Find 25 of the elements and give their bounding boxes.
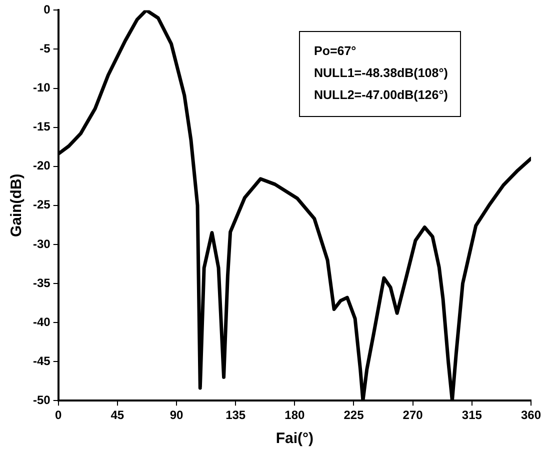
x-tick-label: 180 — [284, 408, 305, 422]
y-tick-label: 0 — [44, 2, 51, 17]
y-tick-label: -35 — [33, 276, 51, 290]
x-tick-label: 90 — [170, 408, 184, 422]
x-tick-label: 360 — [520, 408, 542, 422]
y-tick-label: -20 — [33, 158, 51, 173]
y-tick-label: -5 — [40, 42, 51, 56]
y-tick-label: -25 — [33, 198, 51, 212]
x-axis-title: Fai(°) — [276, 430, 314, 448]
x-tick-label: 315 — [462, 408, 482, 422]
y-tick-label: -10 — [33, 80, 51, 95]
y-axis-title: Gain(dB) — [8, 174, 26, 238]
x-tick-label: 0 — [55, 408, 62, 422]
y-tick-label: -50 — [33, 392, 51, 407]
x-tick-label: 45 — [110, 408, 124, 422]
x-tick-label: 225 — [344, 408, 364, 422]
y-tick-label: -30 — [33, 236, 51, 251]
y-tick-label: -15 — [33, 120, 51, 134]
x-tick-label: 135 — [226, 408, 246, 422]
x-tick-label: 270 — [402, 408, 424, 422]
y-tick-label: -45 — [33, 354, 51, 368]
annotation: Po=67° — [314, 43, 358, 60]
annotation: NULL2=-47.00dB(126°) — [314, 87, 448, 104]
annotation: NULL1=-48.38dB(108°) — [314, 65, 448, 82]
y-tick-label: -40 — [33, 314, 51, 329]
